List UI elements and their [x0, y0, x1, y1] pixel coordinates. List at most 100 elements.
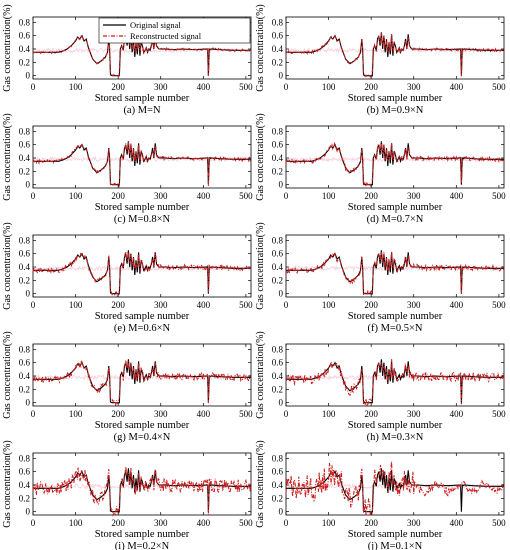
y-tick-label: 0 — [26, 289, 31, 299]
reconstructed-signal-line — [285, 461, 505, 516]
y-tick-label: 0.4 — [19, 262, 31, 272]
chart-panel: 0 0.2 0.4 0.6 0.8 0 100 200 300 400 500 Stored samp… — [2, 4, 253, 116]
panel-caption: (h) M=0.3×N — [367, 432, 424, 443]
plot-area — [32, 16, 252, 80]
y-tick-label: 0.6 — [272, 467, 284, 477]
x-tick-label: 100 — [322, 191, 336, 201]
y-tick-label: 0.4 — [272, 262, 284, 272]
chart-panel: 0 0.2 0.4 0.6 0.8 0 100 200 300 400 500 Stored samp… — [255, 222, 506, 334]
x-tick-label: 300 — [154, 409, 168, 419]
x-axis-label: Stored sample number — [95, 420, 190, 431]
x-axis-label: Stored sample number — [95, 93, 190, 104]
y-tick-label: 0.8 — [19, 17, 31, 27]
original-signal-line — [286, 468, 504, 513]
panel-caption: (j) M=0.1×N — [368, 541, 423, 550]
x-tick-label: 200 — [111, 82, 125, 92]
y-tick-label: 0.6 — [19, 358, 31, 368]
x-tick-label: 200 — [111, 518, 125, 528]
x-tick-label: 0 — [31, 191, 36, 201]
y-tick-label: 0.8 — [272, 17, 284, 27]
x-tick-label: 0 — [284, 518, 289, 528]
y-tick-label: 0.8 — [272, 235, 284, 245]
x-tick-label: 400 — [197, 191, 211, 201]
y-tick-label: 0.8 — [19, 344, 31, 354]
y-tick-label: 0 — [26, 398, 31, 408]
y-tick-label: 0.2 — [19, 166, 30, 176]
y-tick-label: 0.6 — [19, 140, 31, 150]
y-tick-label: 0.2 — [19, 57, 30, 67]
reconstructed-signal-line — [285, 141, 505, 189]
y-tick-label: 0.2 — [19, 384, 30, 394]
x-axis-label: Stored sample number — [95, 311, 190, 322]
y-tick-label: 0.2 — [19, 493, 30, 503]
x-tick-label: 0 — [31, 518, 36, 528]
y-axis-label: Gas concentration(%) — [255, 331, 266, 418]
y-tick-label: 0 — [26, 180, 31, 190]
x-tick-label: 0 — [284, 300, 289, 310]
x-tick-label: 300 — [154, 300, 168, 310]
y-tick-label: 0 — [26, 71, 31, 81]
x-tick-label: 500 — [492, 191, 506, 201]
x-tick-label: 300 — [407, 191, 421, 201]
x-tick-label: 400 — [197, 518, 211, 528]
y-axis-label: Gas concentration(%) — [255, 4, 266, 91]
noise-band — [286, 374, 504, 381]
original-signal-line — [286, 250, 504, 295]
x-tick-label: 400 — [197, 409, 211, 419]
x-tick-label: 100 — [69, 409, 83, 419]
y-tick-label: 0.4 — [19, 44, 31, 54]
x-tick-label: 100 — [322, 518, 336, 528]
panel-caption: (d) M=0.7×N — [367, 214, 424, 225]
x-tick-label: 300 — [407, 82, 421, 92]
reconstructed-signal-line — [32, 141, 252, 188]
y-tick-label: 0.4 — [272, 371, 284, 381]
plot-area — [32, 125, 252, 189]
x-tick-label: 100 — [322, 409, 336, 419]
x-tick-label: 100 — [322, 82, 336, 92]
x-tick-label: 400 — [450, 82, 464, 92]
x-tick-label: 400 — [450, 518, 464, 528]
y-axis-label: Gas concentration(%) — [255, 222, 266, 309]
y-tick-label: 0 — [279, 289, 284, 299]
plot-area — [285, 16, 505, 80]
y-tick-label: 0.4 — [19, 371, 31, 381]
y-tick-label: 0.6 — [19, 31, 31, 41]
x-tick-label: 200 — [111, 409, 125, 419]
legend-entry: Reconstructed signal — [130, 31, 202, 41]
x-tick-label: 0 — [284, 191, 289, 201]
x-axis-label: Stored sample number — [95, 202, 190, 213]
x-tick-label: 300 — [407, 518, 421, 528]
plot-area — [32, 234, 252, 298]
plot-area — [285, 343, 505, 407]
y-tick-label: 0.8 — [19, 235, 31, 245]
y-axis-label: Gas concentration(%) — [255, 440, 266, 527]
legend-entry: Original signal — [130, 20, 181, 30]
original-signal-line — [33, 141, 251, 186]
y-tick-label: 0.2 — [272, 275, 283, 285]
y-tick-label: 0.4 — [272, 480, 284, 490]
y-axis-label: Gas concentration(%) — [2, 331, 13, 418]
panel-caption: (e) M=0.6×N — [114, 323, 171, 334]
chart-panel: 0 0.2 0.4 0.6 0.8 0 100 200 300 400 500 Stored samp… — [2, 222, 253, 334]
y-tick-label: 0.4 — [272, 44, 284, 54]
x-tick-label: 500 — [239, 409, 253, 419]
x-tick-label: 500 — [239, 82, 253, 92]
plot-area — [285, 234, 505, 298]
y-tick-label: 0.8 — [19, 453, 31, 463]
y-tick-label: 0.8 — [19, 126, 31, 136]
x-tick-label: 0 — [31, 409, 36, 419]
original-signal-line — [286, 359, 504, 404]
legend-box — [98, 17, 251, 44]
reconstructed-signal-line — [32, 359, 252, 406]
panel-caption: (c) M=0.8×N — [114, 214, 171, 225]
original-signal-line — [33, 359, 251, 404]
x-tick-label: 500 — [492, 82, 506, 92]
y-tick-label: 0.6 — [272, 140, 284, 150]
reconstructed-signal-line — [285, 251, 505, 296]
x-tick-label: 0 — [284, 82, 289, 92]
reconstructed-signal-line — [33, 32, 252, 77]
y-tick-label: 0.4 — [19, 153, 31, 163]
x-tick-label: 0 — [31, 82, 36, 92]
panel-caption: (i) M=0.2×N — [115, 541, 170, 550]
